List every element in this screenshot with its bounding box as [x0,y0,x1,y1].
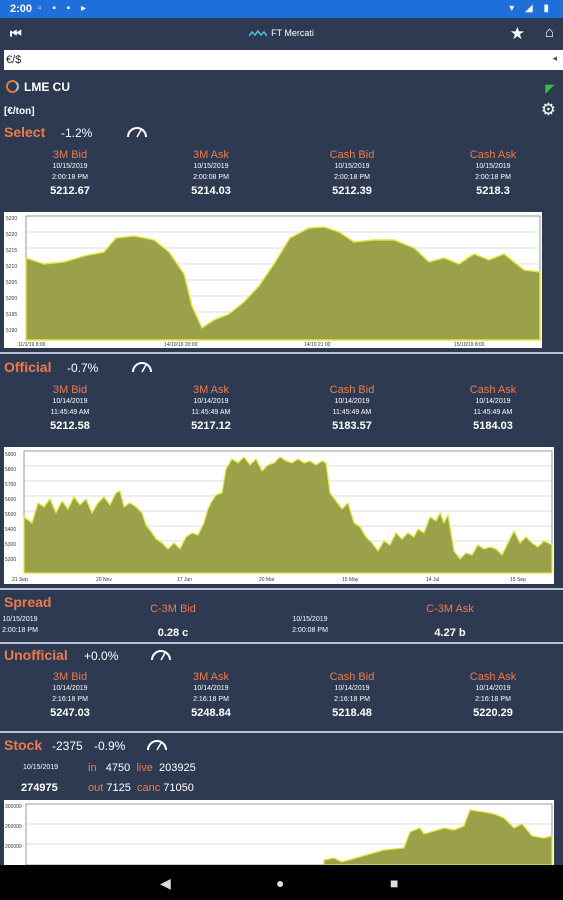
official-quote-3m-bid: 3M Bid 10/14/2019 11:45:49 AM 5212.58 [50,384,90,432]
svg-text:5190: 5190 [6,328,17,334]
unofficial-quote-3m-ask: 3M Ask 10/14/2019 2:16:18 PM 5248.84 [191,671,231,719]
spinner-icon [6,80,19,93]
gauge-icon [127,127,147,138]
spread-c3m-ask-timestamp: 10/15/2019 2:00:08 PM [292,616,328,634]
svg-text:5200: 5200 [5,557,16,563]
unofficial-title[interactable]: Unofficial [4,647,68,663]
svg-text:5230: 5230 [6,216,17,222]
spread-title[interactable]: Spread [4,594,52,610]
back-icon[interactable]: ⏮ [10,26,22,41]
svg-text:14/10/19 20:00: 14/10/19 20:00 [164,342,198,348]
official-change: -0.7% [67,361,99,375]
official-quote-cash-ask: Cash Ask 10/14/2019 11:45:49 AM 5184.03 [469,384,517,432]
official-title[interactable]: Official [4,359,52,375]
select-quote-cash-ask: Cash Ask 10/15/2019 2:00:18 PM 5218.3 [469,149,517,197]
gauge-icon [151,650,171,661]
svg-text:5220: 5220 [6,232,17,238]
select-chart[interactable]: 5230 5220 5215 5210 5205 5200 5195 5190 11/1/19… [4,212,542,348]
instrument-name: LME CU [24,80,70,94]
svg-text:5600: 5600 [5,497,16,503]
select-quote-3m-ask: 3M Ask 10/15/2019 2:00:08 PM 5214.03 [191,149,231,197]
svg-text:5800: 5800 [5,467,16,473]
official-quote-cash-bid: Cash Bid 10/14/2019 11:45:49 AM 5183.57 [329,384,375,432]
stock-in-row: in 4750 live 203925 [88,762,196,774]
gauge-icon [132,362,152,373]
select-quote-cash-bid: Cash Bid 10/15/2019 2:00:18 PM 5212.39 [329,149,375,197]
svg-text:15/10/19 8:00: 15/10/19 8:00 [454,342,485,348]
svg-text:5300: 5300 [5,542,16,548]
svg-text:300000: 300000 [5,804,22,810]
select-quote-3m-bid: 3M Bid 10/15/2019 2:00:18 PM 5212.67 [50,149,90,197]
spread-timestamp: 10/15/2019 2:00:18 PM [2,616,38,634]
svg-text:250000: 250000 [5,824,22,830]
svg-text:14 Jul: 14 Jul [426,577,439,583]
stock-change: -0.9% [94,739,126,753]
svg-text:5195: 5195 [6,312,17,318]
ft-logo-icon [249,29,268,37]
svg-text:20 Nov: 20 Nov [96,577,112,583]
svg-text:5210: 5210 [6,264,17,270]
divider [0,588,563,590]
nav-home-icon[interactable]: ● [276,875,285,891]
unofficial-quote-cash-ask: Cash Ask 10/14/2019 2:16:18 PM 5220.29 [469,671,517,719]
unofficial-quote-3m-bid: 3M Bid 10/14/2019 2:16:18 PM 5247.03 [50,671,90,719]
official-chart[interactable]: 5900 5800 5700 5600 5500 5400 5300 5200 21 Sep 2… [4,447,554,584]
select-change: -1.2% [61,126,93,140]
status-time: 2:00 [10,3,33,15]
currency-value: €/$ [6,54,22,66]
instrument-header: LME CU [6,80,70,94]
svg-text:5205: 5205 [6,280,17,286]
app-bar: ⏮ FT Mercati ★ ⌂ [0,18,563,50]
nav-recents-icon[interactable]: ■ [390,875,399,891]
svg-text:15 Sep: 15 Sep [510,577,526,583]
unofficial-change: +0.0% [84,649,119,663]
svg-text:11/1/19 8:00: 11/1/19 8:00 [18,342,46,348]
notification-icons: ▫ ▪ ▪ ▸ [38,3,90,14]
divider [0,642,563,644]
unofficial-quote-cash-bid: Cash Bid 10/14/2019 2:16:18 PM 5218.48 [329,671,375,719]
stock-delta: -2375 [52,739,83,753]
gear-icon[interactable]: ⚙ [540,100,556,119]
svg-text:15 May: 15 May [342,577,359,583]
gauge-icon [147,740,167,751]
app-title: FT Mercati [271,28,314,38]
app-title-group: FT Mercati [0,28,563,38]
spread-c3m-ask-value: 4.27 b [434,627,466,639]
svg-text:200000: 200000 [5,844,22,850]
nav-back-icon[interactable]: ◀ [160,875,171,891]
stock-chart[interactable]: 300000 250000 200000 [4,800,554,865]
unit-label: [€/ton] [4,106,35,117]
spread-c3m-bid: C-3M Bid [150,603,196,615]
currency-select[interactable]: €/$ ◂ [4,50,563,70]
stock-date: 10/15/2019 [23,764,59,771]
signal-battery-icons: ▾ ◢ ▮ [509,3,553,14]
svg-text:5700: 5700 [5,482,16,488]
svg-text:5500: 5500 [5,512,16,518]
official-quote-3m-ask: 3M Ask 10/14/2019 11:45:49 AM 5217.12 [191,384,231,432]
svg-text:20 Mar: 20 Mar [259,577,275,583]
divider [0,731,563,733]
stock-total: 274975 [21,782,58,794]
svg-text:5200: 5200 [6,296,17,302]
svg-text:5900: 5900 [5,452,16,458]
svg-text:5400: 5400 [5,527,16,533]
status-bar: 2:00 ▫ ▪ ▪ ▸ ▾ ◢ ▮ [0,0,563,18]
select-title[interactable]: Select [4,124,46,140]
divider [0,352,563,354]
system-nav-bar: ◀ ● ■ [0,865,563,900]
svg-text:17 Jun: 17 Jun [177,577,192,583]
star-icon[interactable]: ★ [509,24,525,43]
spread-c3m-bid-value: 0.28 c [157,627,189,639]
stock-out-row: out 7125 canc 71050 [88,782,194,794]
home-icon[interactable]: ⌂ [544,24,554,41]
rss-icon[interactable]: ◤ [545,83,554,95]
spread-c3m-ask: C-3M Ask [426,603,474,615]
dropdown-icon: ◂ [552,53,557,63]
svg-text:14/10 21:00: 14/10 21:00 [304,342,331,348]
svg-text:21 Sep: 21 Sep [12,577,28,583]
svg-text:5215: 5215 [6,248,17,254]
stock-title[interactable]: Stock [4,737,43,753]
